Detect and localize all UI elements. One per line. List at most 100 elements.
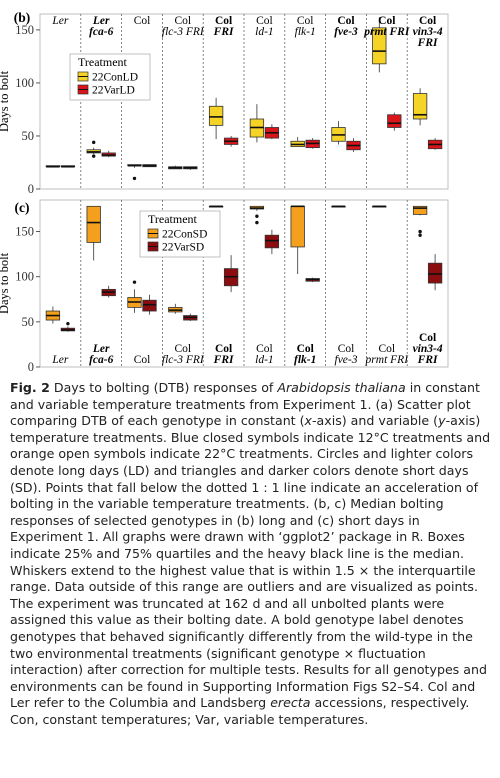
genotype-label: Col: [338, 343, 355, 355]
figure-caption: Fig. 2 Days to bolting (DTB) responses o…: [10, 380, 492, 728]
genotype-label: Col: [215, 15, 232, 27]
genotype-label: Col: [378, 343, 395, 355]
box-body: [372, 27, 387, 65]
panel-letter: (b): [14, 10, 31, 25]
genotype-label: fca-6: [89, 354, 114, 366]
genotype-label: ld-1: [255, 26, 274, 38]
genotype-label: flk-1: [295, 26, 316, 38]
genotype-label: prmt FRI: [363, 26, 410, 38]
genotype-label: ld-1: [255, 354, 274, 366]
box-22VarLD-9: [427, 138, 443, 150]
box-22VarLD-1: [101, 150, 116, 158]
genotype-label: FRI: [213, 354, 234, 366]
outlier-point: [418, 233, 422, 237]
y-tick-label: 100: [15, 76, 34, 90]
box-22ConLD-8: [372, 17, 387, 73]
box-body: [290, 205, 305, 248]
legend-item-label: 22VarLD: [92, 85, 135, 97]
genotype-label: Col: [256, 15, 273, 27]
y-tick-label: 50: [22, 315, 35, 329]
box-22ConLD-7: [331, 121, 346, 145]
box-22VarLD-6: [305, 138, 320, 149]
box-22ConLD-2: [127, 164, 142, 181]
genotype-label: prmt FRI: [365, 354, 410, 366]
box-body: [387, 114, 402, 128]
caption-body: Days to bolting (DTB) responses of Arabi…: [10, 380, 490, 727]
outlier-point: [92, 140, 96, 145]
box-22ConLD-3: [168, 165, 183, 170]
outlier-point: [132, 280, 137, 284]
caption-run: Arabidopsis thaliana: [277, 380, 406, 395]
genotype-label: Col: [134, 354, 151, 366]
box-22ConSD-5: [249, 205, 265, 225]
genotype-label: Col: [215, 343, 232, 355]
box-22VarSD-4: [223, 255, 239, 293]
box-22ConSD-8: [372, 205, 387, 208]
genotype-label: Ler: [51, 354, 69, 366]
genotype-label: vin3-4: [413, 26, 443, 38]
box-22ConSD-1: [86, 205, 101, 261]
box-22ConLD-4: [208, 97, 224, 140]
box-22ConSD-9: [412, 205, 428, 237]
box-body: [264, 234, 280, 249]
genotype-label: flk-1: [294, 354, 316, 366]
box-22ConSD-3: [168, 303, 183, 314]
outlier-point: [132, 176, 137, 181]
box-22ConLD-1: [86, 140, 101, 158]
box-body: [412, 205, 428, 215]
box-22VarSD-5: [264, 229, 280, 255]
box-22ConLD-5: [249, 104, 265, 143]
box-22ConLD-9: [412, 88, 428, 126]
outlier-point: [66, 321, 70, 326]
plot-background: [39, 199, 449, 368]
genotype-label: Col: [419, 332, 436, 344]
genotype-label: Ler: [51, 15, 69, 27]
caption-run: x: [304, 413, 312, 429]
genotype-label: Col: [174, 343, 191, 355]
caption-run: -axis) temperature treatments. Blue clos…: [10, 413, 491, 711]
box-body: [208, 105, 224, 126]
caption-run: y: [438, 413, 446, 429]
genotype-label: FRI: [417, 37, 438, 49]
y-tick-label: 150: [15, 225, 34, 239]
genotype-label: Col: [134, 15, 151, 27]
outlier-point: [255, 214, 259, 218]
genotype-label: FRI: [417, 354, 438, 366]
caption-run: accessions, respectively. Con, constant …: [10, 695, 470, 727]
genotype-label: fve-3: [334, 26, 358, 38]
genotype-label: Col: [378, 15, 395, 27]
box-22ConLD-6: [290, 137, 305, 147]
outlier-point: [92, 154, 96, 158]
genotype-label: fca-6: [89, 26, 114, 38]
y-tick-label: 50: [22, 129, 35, 143]
genotype-label: Col: [174, 15, 191, 27]
genotype-label: FRI: [213, 26, 234, 38]
box-22VarSD-0: [60, 321, 76, 332]
box-22VarSD-1: [101, 285, 116, 298]
box-22ConSD-6: [290, 205, 305, 275]
y-tick-label: 0: [28, 182, 34, 196]
box-22VarLD-0: [60, 165, 76, 168]
box-22VarSD-3: [183, 313, 198, 321]
genotype-label: Col: [419, 15, 436, 27]
genotype-label: Ler: [92, 343, 110, 355]
y-tick-label: 100: [15, 270, 34, 284]
box-22VarSD-2: [142, 294, 157, 315]
box-22VarLD-5: [264, 124, 280, 140]
genotype-label: Col: [256, 343, 273, 355]
box-22VarLD-2: [142, 164, 157, 168]
box-22ConLD-0: [45, 165, 61, 168]
box-22VarLD-3: [183, 166, 198, 170]
legend-item-label: 22ConLD: [92, 72, 138, 84]
genotype-label: flc-3 FRI: [162, 354, 205, 366]
genotype-label: Col: [337, 15, 354, 27]
caption-run: -axis) and variable (: [311, 413, 439, 429]
genotype-label: Col: [297, 343, 314, 355]
legend-item-label: 22VarSD: [162, 242, 204, 254]
box-22VarSD-9: [427, 254, 443, 291]
panel-letter: (c): [15, 200, 30, 215]
